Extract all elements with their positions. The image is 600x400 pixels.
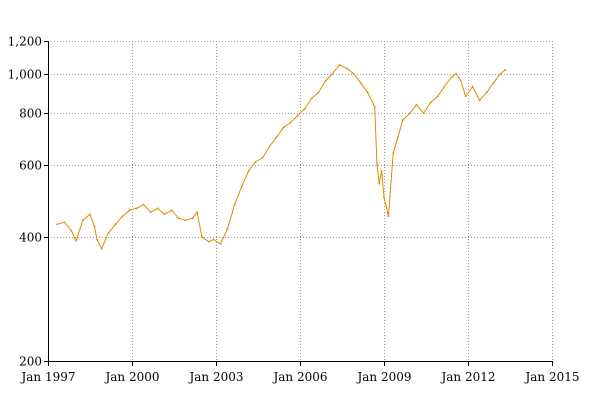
data-point (373, 105, 376, 108)
data-point (96, 238, 98, 241)
data-point (156, 207, 159, 210)
data-point (478, 99, 481, 102)
data-point (455, 72, 458, 75)
data-point (100, 247, 103, 250)
data-point (422, 112, 425, 115)
x-tick-label: Jan 2012 (439, 370, 495, 384)
data-point (443, 85, 446, 88)
data-point (317, 91, 320, 94)
data-point (142, 203, 145, 206)
data-point (436, 95, 439, 98)
grid (48, 41, 553, 361)
data-point (212, 238, 215, 241)
data-point (450, 76, 453, 79)
data-point (331, 72, 334, 75)
y-tick-label: 800 (19, 107, 42, 121)
data-point (492, 81, 495, 84)
y-tick-label: 600 (19, 159, 42, 173)
y-tick-label: 400 (19, 231, 42, 245)
data-point (275, 136, 278, 139)
x-tick-label: Jan 2015 (523, 370, 579, 384)
data-point (196, 211, 199, 214)
data-point (56, 223, 59, 226)
data-point (70, 229, 73, 232)
data-point (201, 236, 203, 239)
data-point (383, 196, 385, 199)
data-point (254, 160, 257, 163)
data-point (240, 186, 243, 188)
data-point (464, 95, 467, 98)
x-tick-label: Jan 2006 (271, 370, 327, 384)
data-point (226, 227, 229, 230)
data-point (408, 112, 411, 115)
data-point (219, 243, 222, 245)
data-point (376, 163, 378, 166)
tick-labels: 200 400 600 800 1,000 1,200 Jan 1997 Jan 2000 Ja… (8, 35, 580, 385)
data-point (366, 91, 369, 94)
y-tick-label: 1,000 (8, 68, 42, 82)
data-point (63, 221, 66, 224)
x-tick-label: Jan 2003 (187, 370, 243, 384)
x-tick-label: Jan 1997 (19, 370, 75, 384)
data-point (268, 145, 271, 148)
data-point (471, 85, 474, 88)
data-point (107, 231, 110, 234)
data-point (177, 217, 180, 220)
axes (44, 41, 553, 366)
data-point (415, 103, 418, 106)
data-point (82, 219, 84, 222)
data-point (310, 97, 313, 100)
data-point (191, 217, 194, 220)
data-point (504, 69, 507, 71)
y-tick-label: 1,200 (8, 35, 42, 49)
data-point (324, 80, 327, 82)
x-tick-label: Jan 2009 (355, 370, 411, 384)
data-point (378, 182, 381, 185)
data-point (499, 72, 502, 75)
data-point (163, 213, 166, 216)
data-point (392, 152, 395, 155)
data-point (429, 101, 432, 104)
data-point (89, 213, 91, 216)
data-point (296, 114, 299, 117)
data-point (233, 203, 236, 206)
data-point (114, 223, 117, 226)
data-point (359, 81, 362, 84)
series-layer (56, 63, 507, 250)
data-point (460, 80, 462, 82)
data-point (93, 225, 96, 228)
data-point (303, 108, 306, 110)
y-tick-label: 200 (19, 355, 42, 369)
data-point (397, 136, 399, 139)
data-point (128, 209, 131, 212)
series-line (56, 64, 506, 250)
data-point (352, 72, 355, 75)
data-point (247, 169, 250, 172)
data-point (282, 126, 285, 129)
data-point (261, 156, 264, 159)
x-tick-label: Jan 2000 (103, 370, 159, 384)
data-point (401, 119, 404, 122)
data-point (485, 91, 488, 94)
data-point (345, 67, 348, 70)
data-point (338, 63, 341, 66)
data-point (121, 215, 124, 218)
data-point (135, 207, 138, 210)
data-point (387, 215, 390, 218)
data-point (170, 209, 173, 212)
data-point (149, 211, 152, 214)
data-point (380, 169, 383, 172)
data-point (184, 219, 187, 222)
data-point (289, 121, 292, 124)
data-point (208, 240, 210, 243)
data-point (75, 239, 77, 242)
